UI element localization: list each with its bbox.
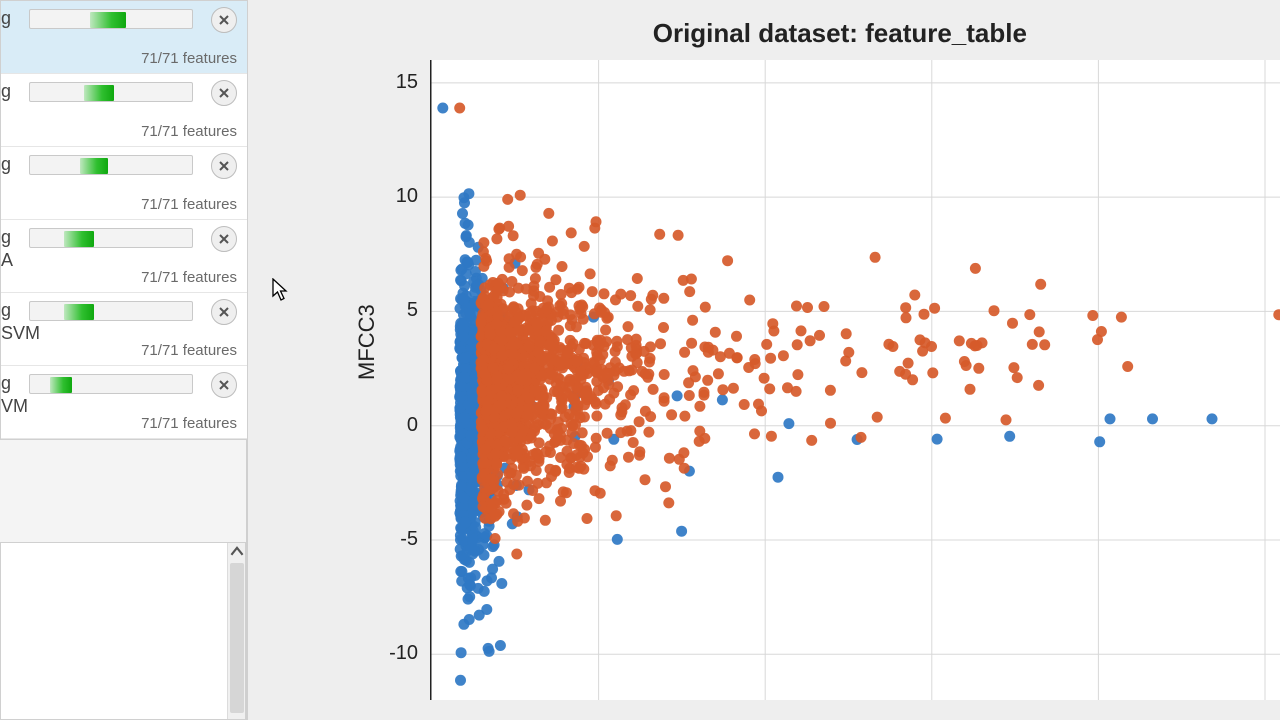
training-progress [29,82,193,102]
model-label: g [1,227,11,248]
training-progress [29,374,193,394]
model-item-3[interactable]: gA 71/71 features [1,220,247,293]
ytick-label: -10 [368,642,418,665]
feature-count: 71/71 features [141,342,237,359]
model-label: g [1,8,11,29]
scrollbar-track[interactable] [227,543,245,719]
model-label: g [1,300,11,321]
feature-count: 71/71 features [141,269,237,286]
ytick-label: 0 [368,414,418,437]
model-label: g [1,154,11,175]
model-label: g [1,373,11,394]
close-icon[interactable] [211,372,237,398]
model-item-1[interactable]: g 71/71 features [1,74,247,147]
ytick-label: 15 [368,71,418,94]
close-icon[interactable] [211,80,237,106]
training-progress [29,9,193,29]
model-item-2[interactable]: g 71/71 features [1,147,247,220]
close-icon[interactable] [211,153,237,179]
model-sublabel: SVM [1,323,40,344]
ytick-label: 5 [368,299,418,322]
model-sublabel: A [1,250,13,271]
scroll-up-button[interactable] [230,545,244,559]
model-item-5[interactable]: gVM 71/71 features [1,366,247,439]
feature-count: 71/71 features [141,196,237,213]
ytick-label: -5 [368,528,418,551]
model-sublabel: VM [1,396,28,417]
training-progress [29,301,193,321]
feature-count: 71/71 features [141,415,237,432]
ytick-label: 10 [368,185,418,208]
model-list: g 71/71 features g 71/71 features g 71/71 fea… [0,0,248,440]
scrollbar-thumb[interactable] [230,563,244,713]
close-icon[interactable] [211,299,237,325]
details-panel [0,542,246,720]
scatter-plot [430,60,1280,700]
close-icon[interactable] [211,7,237,33]
close-icon[interactable] [211,226,237,252]
chart-title: Original dataset: feature_table [653,18,1027,49]
model-label: g [1,81,11,102]
training-progress [29,155,193,175]
model-item-4[interactable]: gSVM 71/71 features [1,293,247,366]
training-progress [29,228,193,248]
model-item-0[interactable]: g 71/71 features [1,1,247,74]
chart-panel: Original dataset: feature_table MFCC3 -1… [250,0,1280,720]
feature-count: 71/71 features [141,50,237,67]
feature-count: 71/71 features [141,123,237,140]
sidebar-panel: g 71/71 features g 71/71 features g 71/71 fea… [0,0,248,720]
